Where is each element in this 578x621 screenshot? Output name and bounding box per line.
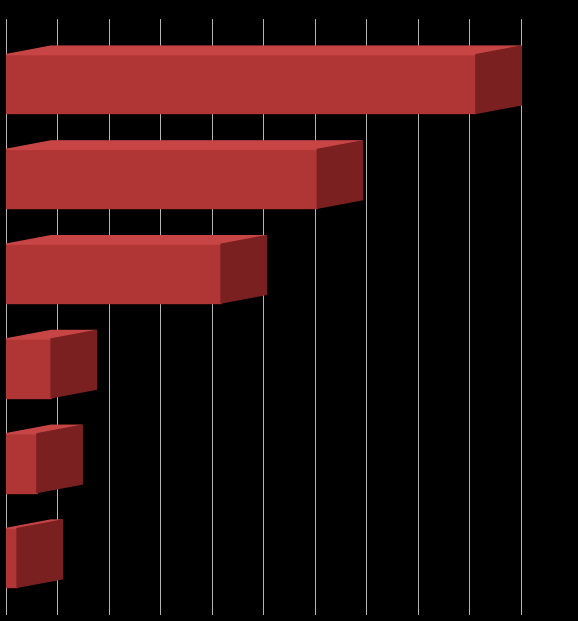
Polygon shape	[6, 520, 62, 528]
Polygon shape	[6, 46, 521, 55]
Polygon shape	[6, 330, 97, 339]
Polygon shape	[17, 520, 62, 587]
Polygon shape	[6, 141, 362, 150]
Bar	[6, 433, 37, 492]
Polygon shape	[221, 236, 266, 303]
Bar	[6, 55, 476, 114]
Polygon shape	[476, 46, 521, 114]
Polygon shape	[6, 236, 266, 244]
Polygon shape	[51, 330, 97, 397]
Polygon shape	[6, 425, 82, 433]
Bar	[6, 528, 17, 587]
Bar	[6, 244, 221, 303]
Bar	[6, 339, 51, 397]
Polygon shape	[37, 425, 82, 492]
Bar	[6, 150, 317, 208]
Polygon shape	[317, 141, 362, 208]
